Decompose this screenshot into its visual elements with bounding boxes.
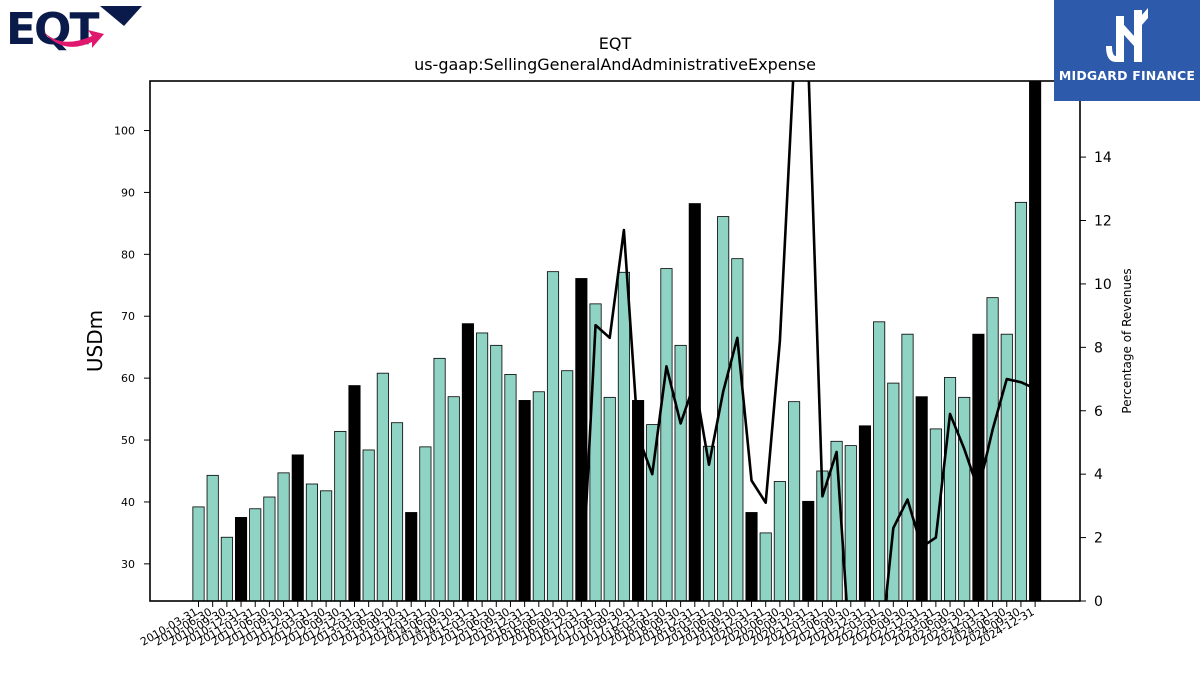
bar-2024-06-30 bbox=[1000, 333, 1013, 601]
bar-2013-03-31 bbox=[362, 449, 375, 601]
y-tick-label: 80 bbox=[121, 248, 135, 261]
bar-2022-06-30 bbox=[887, 382, 900, 601]
y-tick-label: 60 bbox=[121, 372, 135, 385]
y-tick-label: 40 bbox=[121, 496, 135, 509]
bar-2023-03-31 bbox=[929, 428, 942, 601]
bar-2018-06-30 bbox=[660, 268, 673, 601]
bar-2011-09-30 bbox=[277, 472, 290, 601]
brand-name: MIDGARD FINANCE bbox=[1058, 68, 1196, 83]
bar-2016-03-31 bbox=[532, 391, 545, 601]
bar-2020-06-30 bbox=[773, 481, 786, 601]
bar-2018-03-31 bbox=[646, 424, 659, 601]
bar-2010-03-31 bbox=[192, 506, 205, 601]
bar-2016-06-30 bbox=[546, 271, 560, 601]
line-layer bbox=[580, 81, 1036, 601]
y-tick-label: 100 bbox=[114, 125, 135, 138]
bar-2023-06-30 bbox=[943, 377, 957, 601]
bar-2016-09-30 bbox=[561, 370, 574, 601]
bar-2022-09-30 bbox=[901, 333, 914, 601]
company-logo-text: EQT bbox=[6, 4, 99, 52]
bar-2016-12-31 bbox=[575, 278, 588, 601]
chart-title: EQT bbox=[598, 34, 632, 53]
y2-tick-label: 4 bbox=[1094, 467, 1103, 483]
y-axis-label: USDm bbox=[83, 310, 107, 372]
bar-2020-09-30 bbox=[788, 401, 801, 601]
y2-tick-label: 12 bbox=[1094, 214, 1112, 230]
bar-2015-12-31 bbox=[518, 400, 531, 601]
bar-2019-03-31 bbox=[702, 445, 716, 601]
bar-2021-09-30 bbox=[844, 445, 857, 601]
eqt-logo-icon: EQT bbox=[4, 4, 144, 55]
bar-2014-06-30 bbox=[433, 357, 446, 601]
bar-2020-12-31 bbox=[802, 500, 815, 601]
y-tick-label: 70 bbox=[121, 310, 135, 323]
brand-logo: MIDGARD FINANCE bbox=[1054, 0, 1200, 101]
bar-2012-09-30 bbox=[334, 430, 347, 601]
bar-2015-09-30 bbox=[504, 374, 517, 601]
bars-layer bbox=[192, 81, 1042, 601]
y2-tick-label: 10 bbox=[1094, 277, 1112, 293]
bar-2013-06-30 bbox=[376, 372, 389, 601]
axes-layer: 30405060708090100024681012142010-03-3120… bbox=[83, 80, 1134, 649]
bar-2014-03-31 bbox=[419, 446, 432, 601]
bar-2024-09-30 bbox=[1014, 201, 1027, 601]
bar-2017-09-30 bbox=[617, 271, 630, 601]
bar-2021-12-31 bbox=[858, 425, 872, 601]
bar-2012-12-31 bbox=[348, 385, 361, 601]
chart-title-block: EQT us-gaap:SellingGeneralAndAdministrat… bbox=[300, 33, 930, 75]
bar-2012-06-30 bbox=[320, 490, 333, 601]
bar-2015-03-31 bbox=[476, 332, 489, 601]
bar-2012-03-31 bbox=[305, 483, 318, 601]
bar-2014-09-30 bbox=[447, 396, 460, 601]
bar-2019-09-30 bbox=[731, 258, 744, 601]
bar-2022-12-31 bbox=[915, 396, 928, 601]
y2-tick-label: 0 bbox=[1094, 594, 1103, 610]
bar-2019-06-30 bbox=[717, 216, 730, 601]
plot-frame bbox=[149, 80, 1081, 602]
bar-2013-12-31 bbox=[405, 512, 418, 601]
midgard-logo-icon bbox=[1054, 0, 1200, 101]
bar-2010-06-30 bbox=[206, 474, 219, 601]
bar-2013-09-30 bbox=[390, 422, 404, 601]
bar-2022-03-31 bbox=[873, 321, 886, 601]
bar-2010-09-30 bbox=[220, 536, 233, 601]
bar-2017-12-31 bbox=[632, 400, 645, 601]
bar-2011-12-31 bbox=[291, 454, 304, 601]
bar-2014-12-31 bbox=[461, 323, 474, 601]
bar-2011-03-31 bbox=[249, 508, 262, 601]
bar-2023-09-30 bbox=[958, 396, 971, 601]
percentage-line bbox=[580, 81, 1036, 601]
bar-2015-06-30 bbox=[490, 344, 503, 601]
y-tick-label: 50 bbox=[121, 434, 135, 447]
bar-2017-06-30 bbox=[603, 396, 616, 601]
y2-tick-label: 14 bbox=[1094, 150, 1112, 166]
bar-2019-12-31 bbox=[745, 512, 758, 601]
bar-2010-12-31 bbox=[234, 517, 248, 601]
bar-2020-03-31 bbox=[759, 532, 772, 601]
y-tick-label: 90 bbox=[121, 186, 135, 199]
bar-2018-09-30 bbox=[674, 344, 687, 601]
chart-subtitle: us-gaap:SellingGeneralAndAdministrativeE… bbox=[414, 55, 816, 74]
y2-tick-label: 2 bbox=[1094, 531, 1103, 547]
bar-2024-12-31 bbox=[1029, 81, 1042, 601]
company-logo: EQT bbox=[4, 4, 144, 55]
y2-tick-label: 6 bbox=[1094, 404, 1103, 420]
bar-2011-06-30 bbox=[263, 496, 276, 601]
y2-tick-label: 8 bbox=[1094, 340, 1103, 356]
y2-axis-label: Percentage of Revenues bbox=[1120, 268, 1134, 413]
y-tick-label: 30 bbox=[121, 558, 135, 571]
